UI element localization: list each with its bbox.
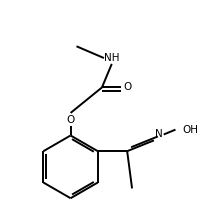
- Text: OH: OH: [181, 125, 197, 135]
- Text: O: O: [123, 82, 131, 92]
- Text: O: O: [66, 115, 74, 125]
- Text: N: N: [154, 129, 162, 140]
- Text: NH: NH: [103, 53, 119, 63]
